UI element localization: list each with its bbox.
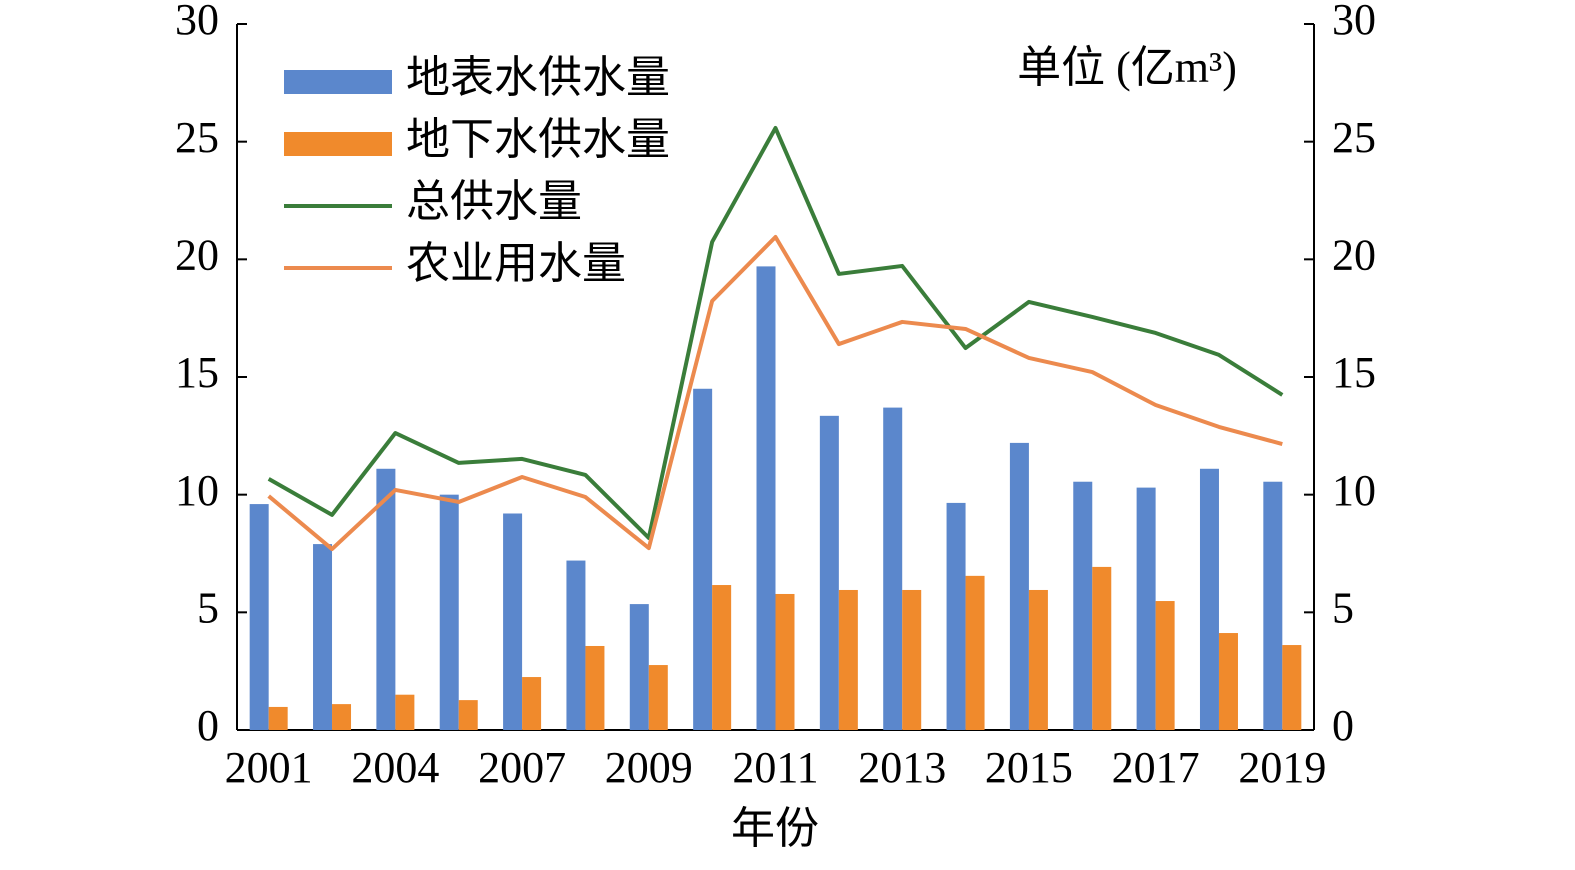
bar <box>1092 566 1112 730</box>
x-tick-label: 2019 <box>1238 743 1326 792</box>
y-tick-label: 20 <box>175 230 219 279</box>
bar <box>883 407 903 730</box>
x-tick-label: 2009 <box>605 743 693 792</box>
bar <box>1155 601 1175 730</box>
bar <box>819 415 839 730</box>
bar <box>693 388 713 730</box>
legend-label: 地下水供水量 <box>406 115 670 164</box>
bar <box>522 677 542 730</box>
x-tick-label: 2013 <box>858 743 946 792</box>
bar <box>712 585 732 730</box>
unit-label: 单位 (亿m³) <box>1017 43 1237 92</box>
bar <box>629 604 649 730</box>
bar <box>756 266 776 730</box>
bar <box>268 706 288 730</box>
y2-tick-label: 25 <box>1332 113 1376 162</box>
line <box>267 126 1284 540</box>
y2-tick-label: 15 <box>1332 348 1376 397</box>
bar <box>249 504 269 730</box>
y-tick-label: 5 <box>197 583 219 632</box>
bar <box>376 468 396 730</box>
bar <box>775 593 795 730</box>
bar <box>648 665 668 730</box>
bar <box>1263 481 1283 730</box>
bar <box>439 494 459 730</box>
bar <box>313 544 333 730</box>
y-tick-label: 30 <box>175 0 219 44</box>
y2-tick-label: 20 <box>1332 230 1376 279</box>
legend-swatch <box>284 132 392 156</box>
bar <box>332 704 352 730</box>
bar <box>1199 468 1219 730</box>
y2-tick-label: 0 <box>1332 701 1354 750</box>
bar <box>902 589 922 730</box>
y2-tick-label: 5 <box>1332 583 1354 632</box>
bar <box>1028 589 1048 730</box>
bar <box>838 589 858 730</box>
legend-label: 总供水量 <box>406 177 582 226</box>
y-tick-label: 0 <box>197 701 219 750</box>
x-tick-label: 2007 <box>478 743 566 792</box>
bar <box>395 694 415 730</box>
bar <box>503 513 523 730</box>
line <box>267 234 1283 552</box>
x-tick-label: 2015 <box>985 743 1073 792</box>
bar <box>585 645 605 730</box>
bar <box>1009 442 1029 730</box>
y2-tick-label: 10 <box>1332 466 1376 515</box>
legend-label: 地表水供水量 <box>406 53 670 102</box>
x-axis-title: 年份 <box>731 804 819 853</box>
bar <box>458 700 478 730</box>
bar <box>965 575 985 730</box>
x-tick-label: 2017 <box>1112 743 1200 792</box>
bar <box>946 502 966 730</box>
bar <box>566 560 586 730</box>
y2-tick-label: 30 <box>1332 0 1376 44</box>
y-tick-label: 25 <box>175 113 219 162</box>
y-tick-label: 10 <box>175 466 219 515</box>
bar <box>1073 481 1093 730</box>
bar <box>1136 487 1156 730</box>
bar <box>1282 645 1302 730</box>
legend-swatch <box>284 70 392 94</box>
x-tick-label: 2004 <box>351 743 439 792</box>
y-tick-label: 15 <box>175 348 219 397</box>
x-tick-label: 2001 <box>225 743 313 792</box>
legend-label: 农业用水量 <box>406 239 626 288</box>
bar <box>1218 633 1238 730</box>
x-tick-label: 2011 <box>732 743 818 792</box>
